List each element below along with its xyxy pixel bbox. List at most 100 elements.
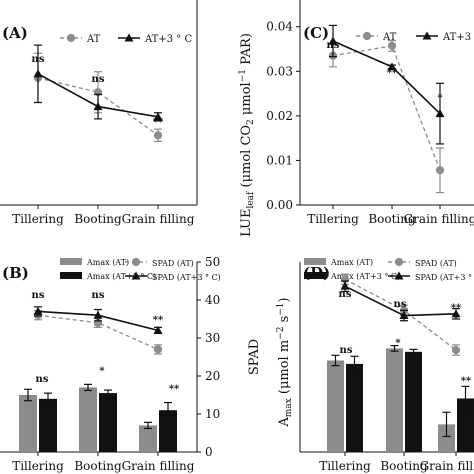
panel-b-bar-sig-1: * <box>99 366 105 377</box>
panel-a-legend: AT AT+3 ° C <box>60 33 192 45</box>
panel-c-ytick-label-1: 0.01 <box>266 153 293 167</box>
panel-d-bar-at-errorbar-1 <box>390 345 399 352</box>
panel-a-legend-at: AT <box>60 33 101 45</box>
panel-a-series-at-point-2 <box>153 131 163 140</box>
panel-b-bar-at3-2 <box>159 410 177 452</box>
panel-c-series-at3-point-0 <box>328 36 338 45</box>
panel-c-sig-2: * <box>437 93 443 104</box>
panel-b-spad-at3-point-0 <box>33 306 43 315</box>
panel-a-sig-0: ns <box>32 54 45 65</box>
panel-b-bar-at3-0 <box>39 398 57 452</box>
panel-b-bar-at-errorbar-0 <box>24 388 32 402</box>
panel-a-xtick-label-2: Grain filling <box>122 212 195 226</box>
panel-d-bar-at3-errorbar-2 <box>461 385 470 412</box>
panel-c-series-at3-point-1 <box>387 62 397 71</box>
panel-c-ytick-label-3: 0.03 <box>266 64 293 78</box>
panel-d-legend: Amax (AT) Amax (AT+3 ° C) SPAD (AT) SPAD (A… <box>304 257 474 282</box>
panel-c-legend-at-swatch-marker <box>362 31 372 41</box>
panel-a-plot: ns ns ** Tillering Booting Grain filling <box>12 44 195 226</box>
panel-d-bar-at-errorbar-0 <box>331 354 340 367</box>
panel-b-label: (B) <box>2 264 29 282</box>
panel-d-bar-at3-errorbar-0 <box>350 355 359 373</box>
panel-d-bar-at-1 <box>386 348 403 452</box>
panel-c-legend-at3-swatch-marker <box>422 31 432 40</box>
panel-b-legend-spad-at-swatch-marker <box>131 257 141 267</box>
panel-b-line-sig-1: ns <box>92 290 105 301</box>
panel-a-legend-at3-swatch-marker <box>124 33 134 42</box>
panel-b-bar-sig-0: ns <box>36 374 49 385</box>
panel-d-legend-spad-at3-swatch-marker <box>394 271 404 280</box>
panel-c-xtick-label-2: Grain filling <box>404 212 474 226</box>
panel-d-line-sig-1: ns <box>394 299 407 310</box>
panel-b-bar-at3-errorbar-0 <box>44 392 52 406</box>
panel-a-legend-at-swatch-marker <box>66 33 76 43</box>
panel-b-xtick-label-2: Grain filling <box>122 459 195 473</box>
panel-b-y2tick-label-2: 20 <box>205 369 220 383</box>
panel-b-legend-amax-at3-swatch <box>60 272 82 279</box>
panel-b-bar-at-2 <box>139 425 157 452</box>
panel-d-legend-spad-at-swatch-marker <box>394 257 404 267</box>
panel-a-legend-at3-label: AT+3 ° C <box>144 34 192 45</box>
panel-c-series-at-point-2 <box>435 166 445 175</box>
panel-a: (A) AT AT+3 ° C ns ns ** Tillering Booting Gra… <box>0 0 198 226</box>
panel-d-legend-amax-at3-swatch <box>304 272 326 279</box>
panel-a-legend-at-label: AT <box>86 34 101 45</box>
panel-a-xtick-label-1: Booting <box>74 212 122 226</box>
panel-d-spad-at3-point-0 <box>340 281 350 290</box>
panel-d-line-sig-0: ns <box>339 289 352 300</box>
panel-d-legend-amax-at-swatch <box>304 258 326 265</box>
panel-c-sig-0: ns <box>327 40 340 51</box>
panel-d-spad-at-point-2 <box>451 345 461 355</box>
panel-b-bar-at-errorbar-2 <box>144 421 152 430</box>
panel-c-label: (C) <box>303 24 329 42</box>
panel-b-bar-at-errorbar-1 <box>84 383 92 392</box>
panel-b-legend-spad-at3-label: SPAD (AT+3 ° C) <box>152 273 221 282</box>
panel-d: (D) Amax (μmol m−2 s−1) Amax (AT)Amax (A… <box>276 257 474 473</box>
panel-a-series-at3-point-2 <box>153 112 163 121</box>
panel-d-bar-sig-0: ns <box>340 345 353 356</box>
panel-c-ytick-label-0: 0.00 <box>266 198 293 212</box>
panel-a-sig-2: ** <box>153 117 164 128</box>
panel-b: (B) SPAD Amax (AT)Amax (AT+3 ° C)SPAD (A… <box>0 255 262 473</box>
panel-c-series-at3-point-2 <box>435 109 445 118</box>
panel-b-spad-at3-point-1 <box>93 310 103 319</box>
panel-b-legend-spad-at: SPAD (AT) <box>125 257 194 268</box>
panel-b-line-sig-0: ns <box>32 290 45 301</box>
panel-c-series-at-point-1 <box>387 41 397 51</box>
panel-a-series-at3-point-1 <box>93 102 103 111</box>
panel-c-xtick-label-0: Tillering <box>307 212 359 226</box>
panel-d-spad-at3-point-2 <box>451 309 461 318</box>
panel-c-ytick-label-2: 0.02 <box>266 109 293 123</box>
panel-b-legend-spad-at-label: SPAD (AT) <box>152 259 194 268</box>
panel-d-bar-at-errorbar-2 <box>442 411 451 438</box>
panel-d-legend-amax-at-label: Amax (AT) <box>330 258 373 267</box>
panel-d-legend-spad-at3: SPAD (AT+3 ° C) <box>388 271 474 282</box>
panel-c-legend-at3: AT+3 ° C <box>416 31 474 43</box>
panel-b-y2tick-label-0: 0 <box>205 445 213 459</box>
panel-c-y-axis-title: LUEleaf (μmol CO2 μmol−1 PAR) <box>238 33 256 237</box>
panel-d-legend-amax-at3-label: Amax (AT+3 ° C) <box>330 272 400 281</box>
panel-d-legend-amax-at3: Amax (AT+3 ° C) <box>304 272 400 281</box>
panel-b-legend-amax-at: Amax (AT) <box>60 258 129 267</box>
panel-b-bar-at3-errorbar-1 <box>104 389 112 397</box>
panel-c-legend-at3-label: AT+3 ° C <box>442 32 474 43</box>
panel-b-spad-at-point-2 <box>153 345 163 354</box>
panel-d-bar-at-2 <box>438 424 455 452</box>
panel-d-xtick-label-0: Tillering <box>319 459 371 473</box>
panel-d-xtick-label-2: Grain filling <box>420 459 474 473</box>
panel-a-series-at3-point-0 <box>33 69 43 78</box>
panel-b-bar-at-1 <box>79 387 97 452</box>
panel-c-legend: AT AT+3 ° C <box>356 31 474 43</box>
panel-c-legend-at-label: AT <box>382 32 397 43</box>
panel-b-legend-amax-at3: Amax (AT+3 ° C) <box>60 272 156 281</box>
panel-d-bar-sig-1: * <box>395 338 401 349</box>
panel-d-y-axis-title: Amax (μmol m−2 s−1) <box>276 297 294 427</box>
panel-b-bar-sig-2: ** <box>169 384 180 395</box>
panel-b-y2tick-label-3: 30 <box>205 331 220 345</box>
panel-d-legend-spad-at3-label: SPAD (AT+3 ° C) <box>415 273 474 282</box>
panel-b-legend-spad-at3: SPAD (AT+3 ° C) <box>125 271 221 282</box>
panel-b-bar-at3-1 <box>99 393 117 452</box>
panel-a-legend-at3: AT+3 ° C <box>118 33 192 45</box>
